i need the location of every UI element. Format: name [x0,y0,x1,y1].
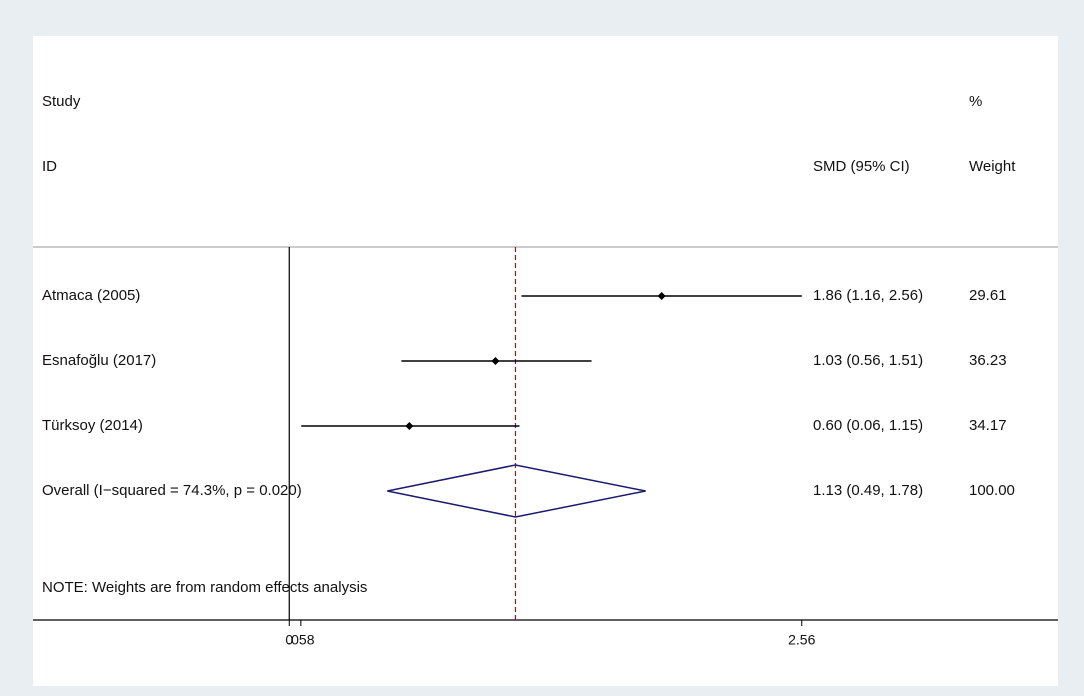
effect-label: 1.03 (0.56, 1.51) [813,352,923,369]
weight-label: 34.17 [969,417,1007,434]
weight-label: 100.00 [969,482,1015,499]
weight-label: 29.61 [969,287,1007,304]
header-id: ID [42,158,57,175]
effect-label: 0.60 (0.06, 1.15) [813,417,923,434]
header-effect: SMD (95% CI) [813,158,910,175]
point-estimate [405,422,414,430]
header-weight: Weight [969,158,1016,175]
effect-label: 1.13 (0.49, 1.78) [813,482,923,499]
header-pct: % [969,93,982,110]
study-name: Atmaca (2005) [42,287,140,304]
point-estimate [491,357,500,365]
study-name: Türksoy (2014) [42,417,143,434]
overall-diamond [387,464,646,518]
study-name: Esnafoğlu (2017) [42,352,156,369]
point-estimate [657,292,666,300]
x-tick-label: .058 [287,632,314,648]
effect-label: 1.86 (1.16, 2.56) [813,287,923,304]
weight-label: 36.23 [969,352,1007,369]
x-tick-label: 2.56 [788,632,815,648]
overall-name: Overall (I−squared = 74.3%, p = 0.020) [42,482,302,499]
note: NOTE: Weights are from random effects an… [42,579,367,596]
header-study: Study [42,93,81,110]
x-tick-label: 0 [285,632,293,648]
